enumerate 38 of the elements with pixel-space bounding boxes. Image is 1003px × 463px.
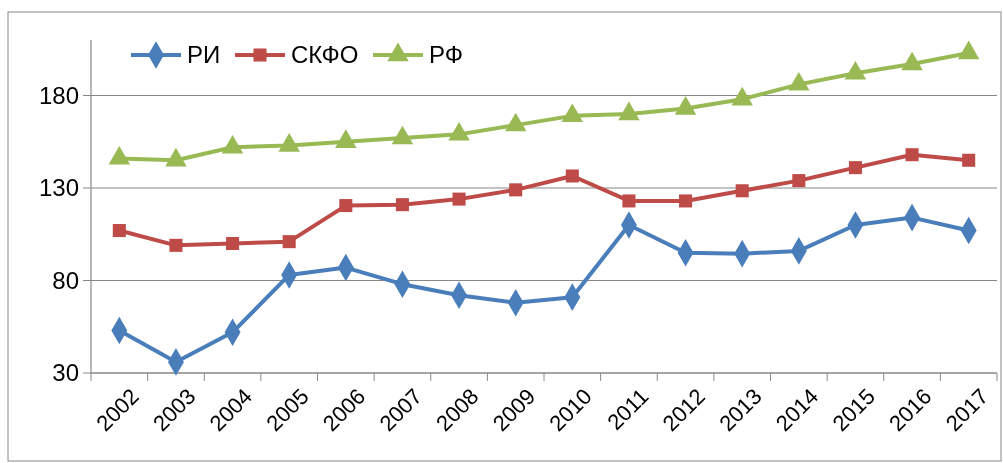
point [448,121,470,141]
point [395,198,409,212]
y-tick-label: 130 [38,174,79,202]
point [165,147,187,167]
point [565,169,579,183]
point [962,153,976,167]
y-tick-label: 30 [52,359,79,387]
point [335,129,357,148]
point [735,184,749,198]
legend-label: РФ [429,41,463,69]
y-tick-label: 180 [38,81,79,109]
point [339,199,353,213]
point [731,86,753,106]
point [844,60,867,80]
legend-label: СКФО [291,41,359,69]
point [901,51,923,71]
point [848,161,862,175]
point [957,40,980,60]
point [561,103,584,123]
point [278,133,300,152]
point [788,71,810,91]
point [622,194,636,208]
point [112,224,126,238]
point [169,238,183,252]
point [618,101,640,121]
point [108,145,131,165]
point [452,192,466,206]
point [221,134,244,154]
point [226,236,240,251]
y-tick-label: 80 [52,266,79,294]
point [509,183,523,197]
point [282,235,296,249]
point [792,174,806,188]
legend-label: РИ [187,41,221,69]
point [674,96,697,115]
point [391,125,414,145]
point [679,194,693,208]
point [504,112,527,132]
